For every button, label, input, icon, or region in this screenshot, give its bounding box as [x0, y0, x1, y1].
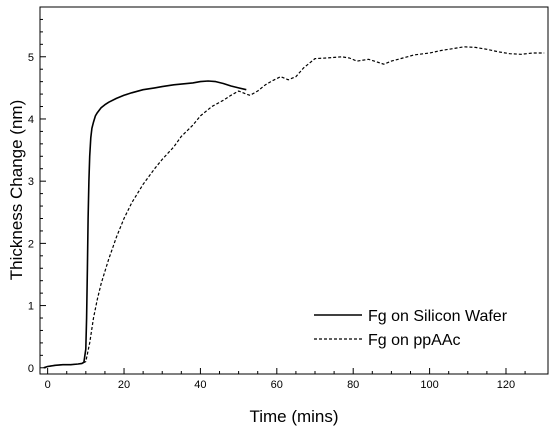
y-tick-label: 4 — [28, 114, 34, 126]
y-tick-label: 3 — [28, 176, 34, 188]
legend-label-ppaac: Fg on ppAAc — [368, 332, 461, 349]
x-tick-label: 120 — [497, 379, 515, 391]
series-line-ppaac — [43, 46, 545, 369]
x-tick-label: 20 — [118, 379, 130, 391]
x-axis-title: Time (mins) — [249, 407, 338, 426]
axis-ticks: 0 20 40 60 80 100 120 0 1 2 3 4 5 — [28, 18, 526, 391]
x-tick-label: 40 — [194, 379, 206, 391]
y-tick-label: 0 — [28, 363, 34, 375]
x-tick-label: 60 — [271, 379, 283, 391]
x-tick-label: 0 — [45, 379, 51, 391]
plot-area — [39, 6, 549, 375]
legend: Fg on Silicon Wafer Fg on ppAAc — [314, 308, 508, 349]
x-tick-label: 80 — [347, 379, 359, 391]
legend-label-silicon-wafer: Fg on Silicon Wafer — [368, 308, 508, 325]
series-line-silicon-wafer — [43, 80, 247, 369]
series-layer — [43, 46, 545, 369]
y-tick-label: 2 — [28, 238, 34, 250]
x-tick-label: 100 — [420, 379, 438, 391]
y-tick-label: 1 — [28, 301, 34, 313]
y-tick-label: 5 — [28, 52, 34, 64]
plot-border — [39, 6, 549, 375]
y-axis-title: Thickness Change (nm) — [7, 100, 26, 280]
